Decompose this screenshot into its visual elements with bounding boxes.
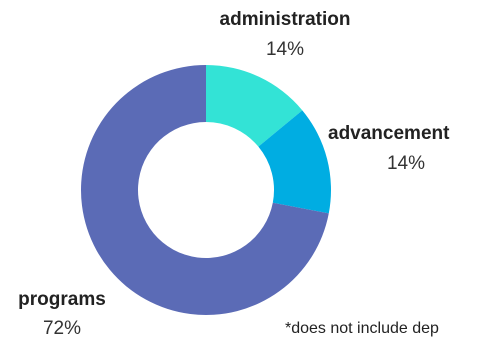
slice-percent-administration: 14% [266,39,304,60]
donut-slices [81,65,332,315]
slice-label-administration: administration [220,9,351,30]
slice-label-advancement: advancement [328,123,450,144]
footnote: *does not include dep [285,320,439,337]
donut-slice-administration [206,65,303,147]
slice-percent-advancement: 14% [387,153,425,174]
donut-slice-programs [81,65,329,315]
donut-slice-advancement [258,110,332,214]
slice-label-programs: programs [18,289,106,310]
slice-percent-programs: 72% [43,318,81,338]
